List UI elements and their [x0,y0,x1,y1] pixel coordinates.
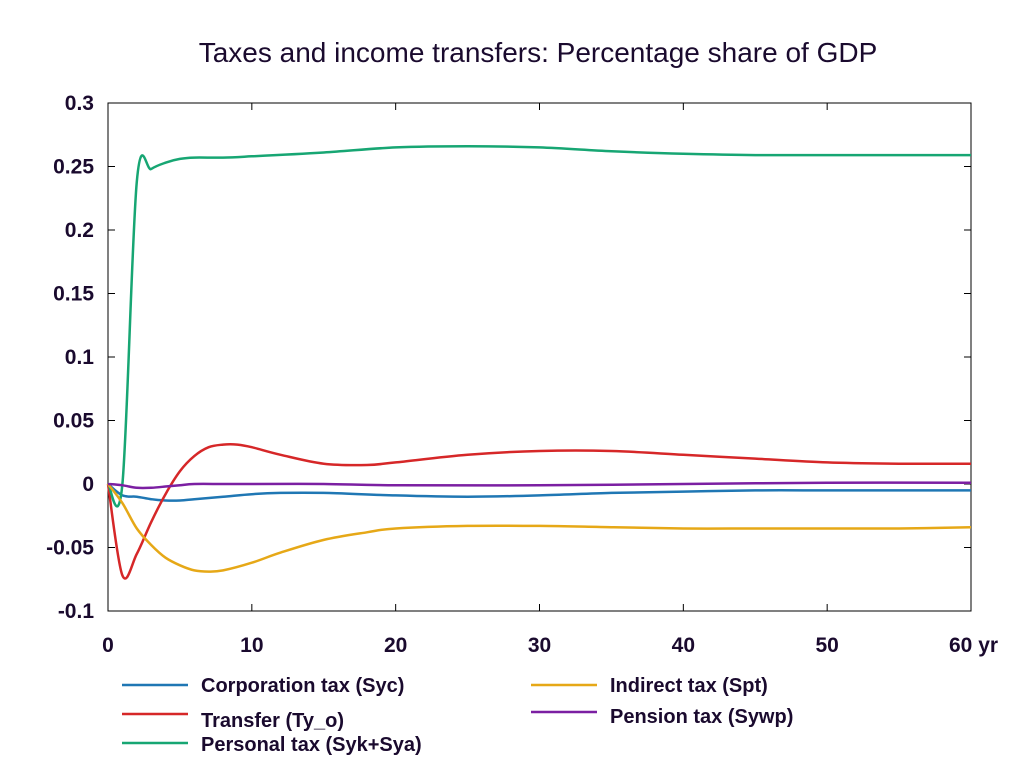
series-line-2 [106,144,971,508]
legend-label-2: Personal tax (Syk+Sya) [201,734,422,756]
chart-title: Taxes and income transfers: Percentage s… [199,37,878,68]
legend-label-1: Transfer (Ty_o) [201,710,344,732]
y-tick-label: 0.25 [53,156,94,179]
legend: Corporation tax (Syc) Transfer (Ty_o)Pers… [122,675,793,756]
y-tick-label: 0 [82,473,94,496]
y-tick-label: -0.05 [46,537,94,560]
x-tick-label: 30 [528,634,551,657]
y-tick-label: -0.1 [58,600,95,623]
y-tick-label: 0.1 [65,346,95,369]
legend-label-3: Indirect tax (Spt) [610,675,768,697]
x-tick-label: 50 [815,634,838,657]
x-tick-label: 40 [672,634,695,657]
x-tick-label: 20 [384,634,407,657]
legend-label-4: Pension tax (Sywp) [610,706,793,728]
y-tick-label: 0.15 [53,283,94,306]
y-tick-label: 0.05 [53,410,94,433]
y-tick-label: 0.2 [65,219,94,242]
series-line-1 [106,443,972,580]
y-tick-label: 0.3 [65,92,94,115]
x-tick-label: 10 [240,634,263,657]
x-tick-label: 0 [102,634,114,657]
plot-frame [107,102,972,612]
x-tick-label: 60 yr [949,634,998,657]
axes: -0.1 -0.05 0 0.05 0.1 0.15 0.2 0.25 0.3 0 10 20 30 40… [46,92,998,657]
legend-label-0: Corporation tax (Syc) [201,675,404,697]
series-line-4 [107,481,972,490]
series-line-0 [107,483,971,502]
series-lines [106,144,972,580]
series-line-3 [107,483,972,573]
